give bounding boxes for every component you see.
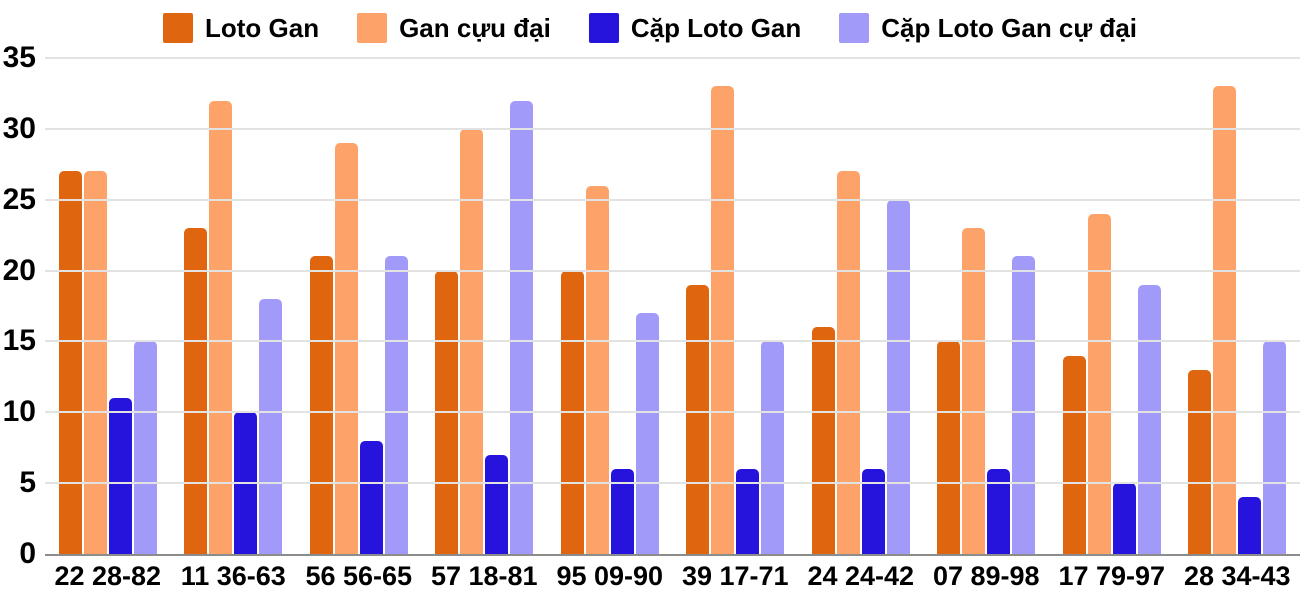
bar-series3[interactable]: [610, 468, 634, 554]
bar-group: [171, 58, 297, 554]
bar-series4[interactable]: [133, 341, 157, 554]
bar-series1[interactable]: [309, 256, 333, 554]
legend-swatch-icon: [162, 13, 193, 43]
gridline: [45, 269, 1300, 272]
bar-series3[interactable]: [359, 440, 383, 554]
bar-series1[interactable]: [1062, 355, 1086, 554]
legend-label: Cặp Loto Gan: [630, 12, 802, 43]
gridline: [45, 482, 1300, 485]
gridline: [45, 411, 1300, 414]
x-axis-category-label: 11 36-63: [180, 561, 286, 591]
bar-group: [422, 58, 548, 554]
bar-series4[interactable]: [1012, 256, 1036, 554]
x-axis-category-label: 56 56-65: [305, 561, 413, 591]
bar-series4[interactable]: [1263, 341, 1287, 554]
y-axis-tick-label: 35: [2, 41, 36, 74]
legend-item[interactable]: Cặp Loto Gan cự đại: [839, 13, 1137, 44]
legend-swatch-icon: [588, 13, 619, 43]
x-axis-category-label: 22 28-82: [54, 561, 162, 591]
bar-series4[interactable]: [635, 313, 659, 554]
bar-series3[interactable]: [108, 398, 132, 554]
bar-series4[interactable]: [259, 298, 283, 554]
legend-item[interactable]: Gan cựu đại: [357, 13, 551, 44]
bar-series2[interactable]: [962, 228, 986, 554]
bar-series1[interactable]: [1188, 369, 1212, 554]
gridline: [45, 57, 1300, 59]
bar-series2[interactable]: [836, 171, 860, 554]
gridline: [45, 198, 1300, 201]
bar-series3[interactable]: [485, 454, 509, 554]
bar-series2[interactable]: [1213, 86, 1237, 554]
legend-item[interactable]: Loto Gan: [162, 12, 320, 44]
x-axis-category-label: 28 34-43: [1183, 561, 1291, 591]
y-axis-tick-label: 15: [2, 324, 36, 358]
bar-series4[interactable]: [1137, 284, 1161, 554]
y-axis-tick-label: 5: [19, 466, 36, 500]
bar-series4[interactable]: [384, 256, 408, 554]
x-axis-category-label: 95 09-90: [556, 561, 664, 591]
x-axis-category-label: 07 89-98: [932, 561, 1040, 591]
x-axis-category-label: 57 18-81: [430, 561, 538, 591]
x-axis-labels: 22 28-82 11 36-63 56 56-65 57 18-81 95 09-90…: [45, 556, 1300, 592]
x-axis-category-label: 24 24-42: [807, 561, 915, 591]
bar-series2[interactable]: [83, 171, 107, 554]
bar-series2[interactable]: [209, 100, 233, 554]
bar-series2[interactable]: [1087, 213, 1111, 554]
gridline: [45, 340, 1300, 343]
bar-series4[interactable]: [886, 199, 910, 554]
legend-item[interactable]: Cặp Loto Gan: [588, 12, 802, 44]
y-axis-tick-label: 30: [2, 111, 36, 145]
bar-group: [45, 58, 171, 554]
bar-series3[interactable]: [987, 468, 1011, 554]
x-axis-category-label: 17 79-97: [1058, 561, 1166, 591]
legend-label: Loto Gan: [204, 12, 320, 43]
legend-swatch-icon: [357, 13, 388, 43]
bar-series2[interactable]: [585, 185, 609, 554]
bar-series1[interactable]: [184, 228, 208, 554]
bar-group: [673, 58, 799, 554]
bar-group: [1049, 58, 1175, 554]
x-axis-category-label: 39 17-71: [681, 561, 789, 591]
legend-swatch-icon: [839, 13, 870, 43]
bar-series4[interactable]: [761, 341, 785, 554]
gridline: [45, 127, 1300, 130]
bar-series3[interactable]: [1238, 497, 1262, 554]
bar-group: [798, 58, 924, 554]
bar-series1[interactable]: [811, 327, 835, 554]
bar-group: [547, 58, 673, 554]
chart-legend: Loto Gan Gan cựu đại Cặp Loto Gan Cặp Loto …: [0, 0, 1300, 50]
bar-series3[interactable]: [1112, 483, 1136, 554]
bar-group: [296, 58, 422, 554]
legend-label: Cặp Loto Gan cự đại: [881, 12, 1137, 43]
bar-group: [924, 58, 1050, 554]
bar-series3[interactable]: [736, 468, 760, 554]
y-axis-tick-label: 20: [2, 253, 36, 287]
bar-series2[interactable]: [334, 143, 358, 554]
bar-series4[interactable]: [510, 100, 534, 554]
legend-label: Gan cựu đại: [399, 12, 551, 43]
bar-groups: [45, 58, 1300, 554]
bar-series2[interactable]: [711, 86, 735, 554]
y-axis-tick-label: 10: [2, 395, 36, 429]
chart-body: 0 5 10 15 20 25 30 35: [3, 43, 1300, 569]
bar-series1[interactable]: [686, 284, 710, 554]
y-axis-tick-label: 0: [19, 537, 36, 570]
plot-area: 0 5 10 15 20 25 30 35: [3, 43, 1300, 569]
bar-series3[interactable]: [861, 468, 885, 554]
bar-group: [1175, 58, 1300, 554]
bar-series1[interactable]: [58, 171, 82, 554]
bar-series1[interactable]: [937, 341, 961, 554]
y-axis-tick-label: 25: [2, 182, 36, 216]
